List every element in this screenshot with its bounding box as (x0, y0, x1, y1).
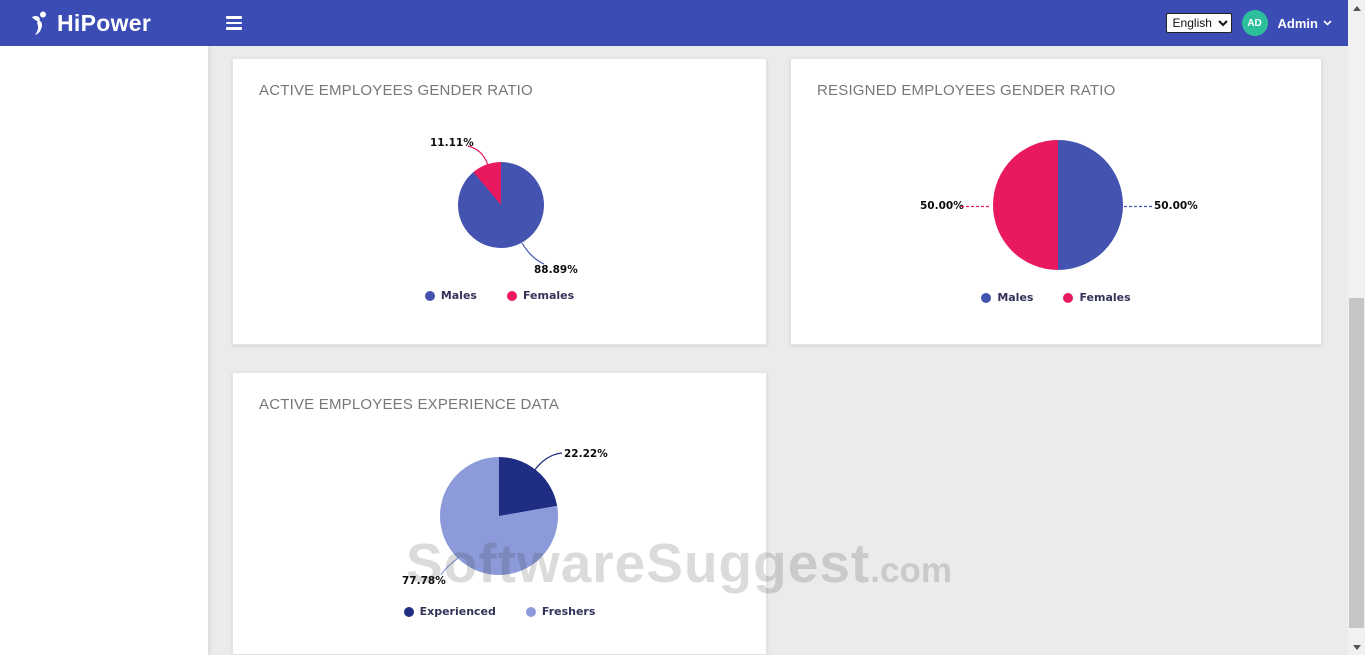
pie-resigned-gender (993, 140, 1123, 270)
connector-males (521, 242, 545, 265)
scrollbar (1348, 0, 1365, 655)
hipower-logo-icon (30, 10, 52, 36)
pct-label-males: 88.89% (534, 264, 578, 276)
chevron-down-icon (1323, 20, 1332, 26)
scrollbar-thumb[interactable] (1349, 298, 1364, 628)
card-experience-data: ACTIVE EMPLOYEES EXPERIENCE DATA 22.22% … (232, 372, 767, 655)
pct-label-experienced: 22.22% (564, 448, 608, 460)
legend-dot (981, 292, 992, 303)
legend: Experienced Freshers (233, 605, 766, 618)
card-title: ACTIVE EMPLOYEES GENDER RATIO (259, 82, 533, 99)
brand-name: HiPower (57, 9, 152, 36)
legend-label: Females (522, 289, 575, 302)
scrollbar-up-arrow-icon[interactable] (1348, 0, 1365, 16)
brand[interactable]: HiPower (0, 10, 208, 37)
card-active-gender-ratio: ACTIVE EMPLOYEES GENDER RATIO 11.11% 88.… (232, 58, 767, 345)
admin-label: Admin (1277, 15, 1318, 31)
legend: Males Females (791, 291, 1321, 304)
pie-active-gender (458, 162, 544, 248)
connector-females (961, 205, 991, 208)
legend-dot (506, 290, 517, 301)
legend-dot (424, 290, 435, 301)
pct-label-males: 50.00% (1154, 200, 1198, 212)
avatar[interactable]: AD (1241, 10, 1268, 36)
admin-menu[interactable]: Admin (1278, 16, 1332, 31)
legend-item-experienced[interactable]: Experienced (403, 605, 496, 618)
pie-experience (440, 457, 558, 575)
legend-label: Females (1079, 291, 1131, 304)
card-resigned-gender-ratio: RESIGNED EMPLOYEES GENDER RATIO 50.00% 5… (790, 58, 1322, 345)
legend-label: Freshers (541, 605, 596, 618)
legend-item-females[interactable]: Females (1063, 291, 1131, 304)
pct-label-females: 11.11% (430, 137, 474, 149)
connector-males (1124, 205, 1152, 208)
language-select[interactable]: English (1165, 13, 1232, 33)
legend-item-freshers[interactable]: Freshers (525, 605, 596, 618)
legend: Males Females (233, 289, 766, 302)
connector-experienced (533, 452, 563, 472)
legend-dot (525, 606, 536, 617)
legend-label: Experienced (419, 605, 496, 618)
pct-label-freshers: 77.78% (402, 575, 446, 587)
sidebar (0, 46, 208, 655)
header-right: English AD Admin (1165, 10, 1348, 36)
connector-freshers (440, 554, 464, 576)
card-title: RESIGNED EMPLOYEES GENDER RATIO (817, 82, 1116, 99)
legend-item-males[interactable]: Males (424, 289, 477, 302)
pct-label-females: 50.00% (920, 200, 964, 212)
card-title: ACTIVE EMPLOYEES EXPERIENCE DATA (259, 396, 560, 413)
legend-item-females[interactable]: Females (506, 289, 575, 302)
legend-item-males[interactable]: Males (981, 291, 1033, 304)
menu-toggle-icon[interactable] (226, 16, 242, 30)
top-navbar: HiPower English AD Admin (0, 0, 1348, 46)
legend-label: Males (440, 289, 477, 302)
legend-label: Males (997, 291, 1034, 304)
legend-dot (403, 606, 414, 617)
scrollbar-down-arrow-icon[interactable] (1348, 639, 1365, 655)
legend-dot (1063, 292, 1074, 303)
connector-females (467, 145, 490, 170)
